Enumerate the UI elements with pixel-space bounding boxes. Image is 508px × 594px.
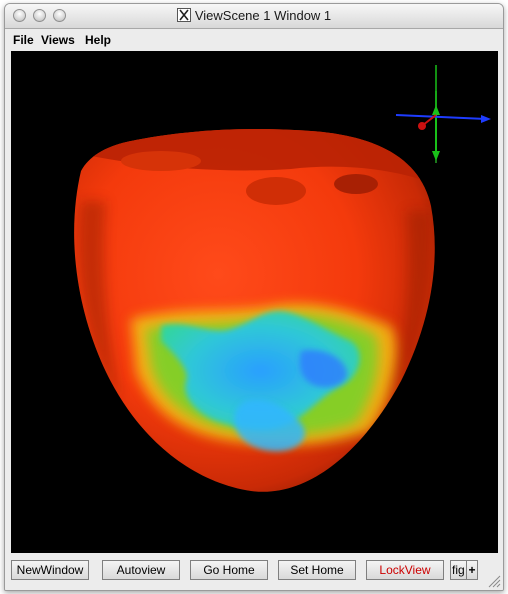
title-bar[interactable]: ViewScene 1 Window 1	[5, 4, 503, 29]
minimize-window-button[interactable]	[33, 9, 46, 22]
more-buttons[interactable]: +	[466, 560, 478, 580]
lockview-button[interactable]: LockView	[366, 560, 444, 580]
toolbar: NewWindow Autoview Go Home Set Home Lock…	[5, 556, 503, 590]
menu-help[interactable]: Help	[85, 33, 112, 47]
zoom-window-button[interactable]	[53, 9, 66, 22]
axes-gizmo[interactable]	[395, 65, 491, 163]
new-window-button[interactable]: NewWindow	[11, 560, 89, 580]
set-home-button[interactable]: Set Home	[278, 560, 356, 580]
go-home-button[interactable]: Go Home	[190, 560, 268, 580]
menu-views[interactable]: Views	[41, 33, 75, 47]
viewscene-window: ViewScene 1 Window 1 File Views Help	[4, 3, 504, 591]
x11-icon	[176, 8, 191, 22]
window-title: ViewScene 1 Window 1	[194, 8, 332, 23]
autoview-button[interactable]: Autoview	[102, 560, 180, 580]
menu-bar: File Views Help	[5, 29, 503, 51]
3d-viewport[interactable]	[11, 51, 498, 553]
close-window-button[interactable]	[13, 9, 26, 22]
menu-file[interactable]: File	[13, 33, 34, 47]
window-title-group: ViewScene 1 Window 1	[5, 8, 503, 24]
resize-grip-icon[interactable]	[487, 574, 501, 588]
heart-render	[74, 65, 491, 492]
